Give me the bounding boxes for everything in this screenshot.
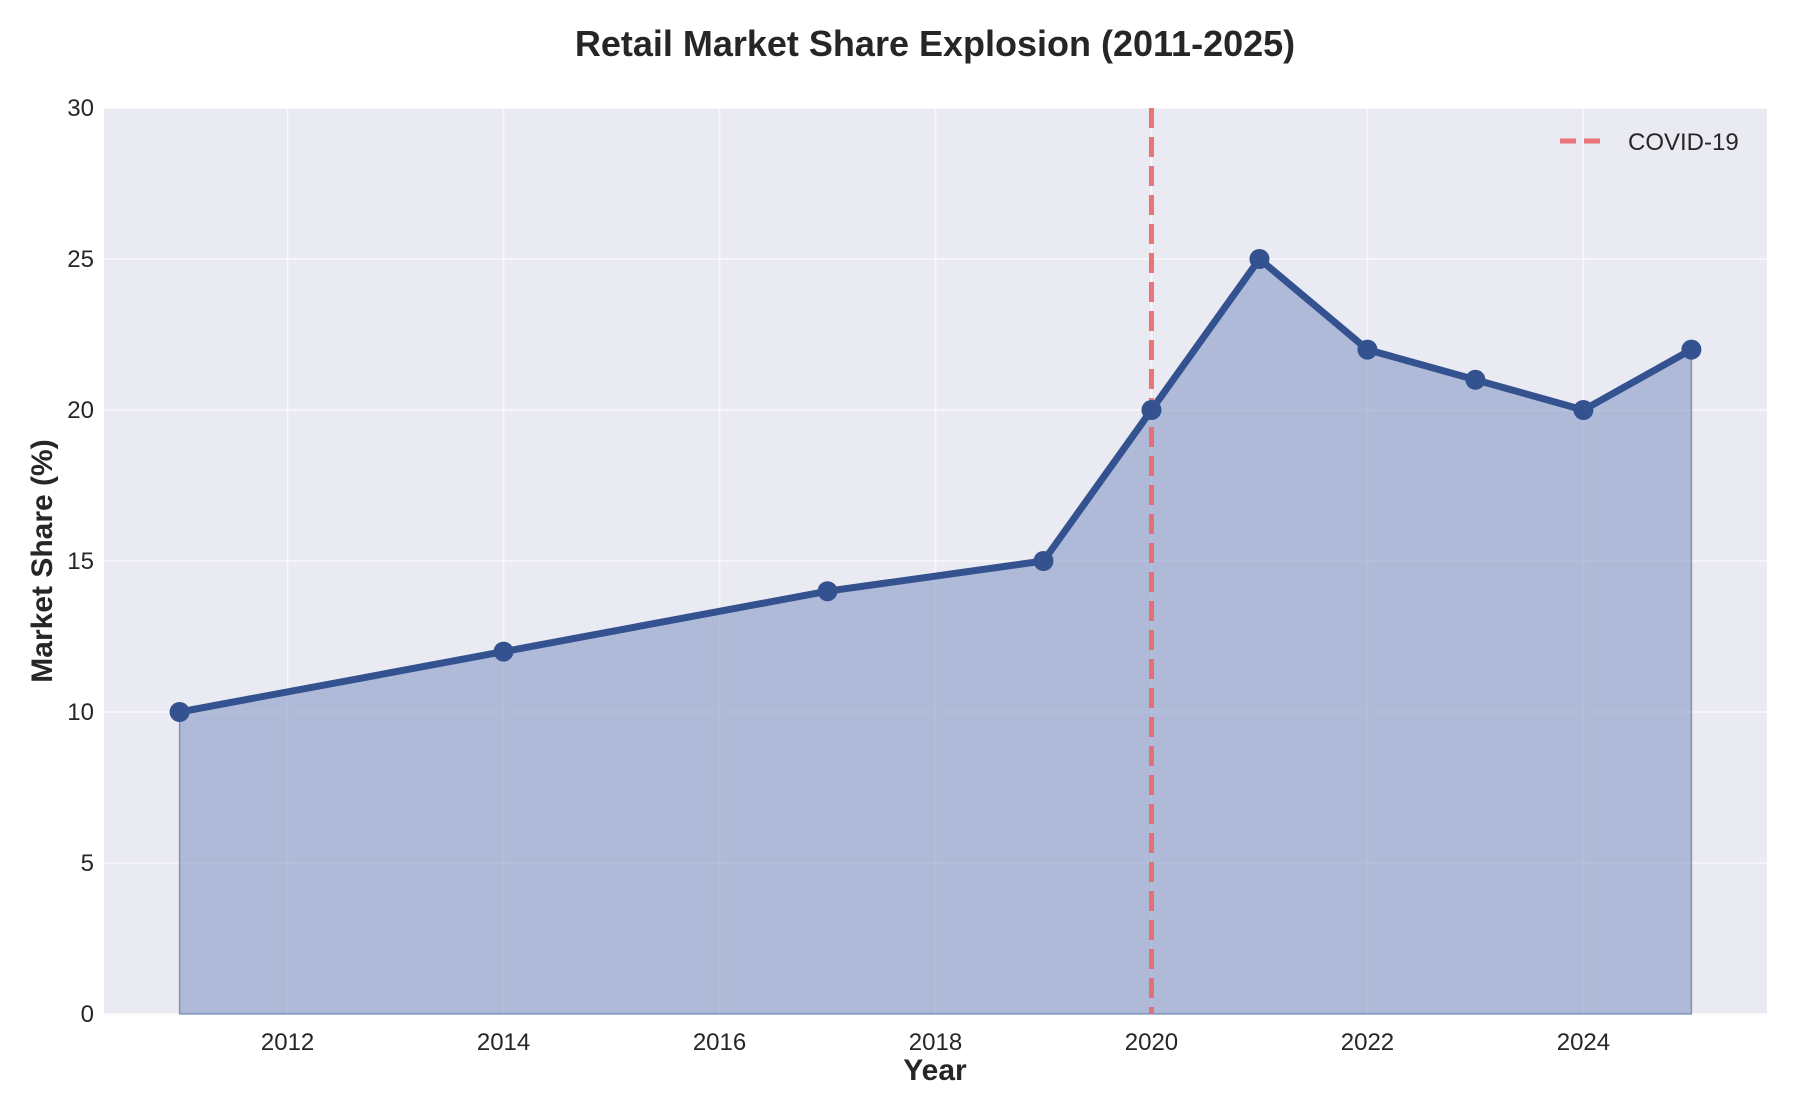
x-tick-label: 2014 [477,1029,530,1056]
x-axis-label: Year [903,1054,967,1087]
x-tick-label: 2022 [1341,1029,1394,1056]
series-layer [169,249,1702,722]
y-tick-label: 25 [67,246,94,273]
series-line [176,255,1695,716]
y-tick-label: 10 [67,699,94,726]
data-point [817,581,838,602]
data-point [1573,400,1594,420]
data-point [169,702,190,722]
x-tick-label: 2018 [909,1029,962,1056]
tick-labels: 0 5 10 15 20 25 30 2012 2014 2016 2018 2020 2022 2024 [67,95,1610,1056]
legend-label: COVID-19 [1628,129,1739,156]
x-tick-label: 2016 [693,1029,746,1056]
chart-title: Retail Market Share Explosion (2011-2025… [575,23,1295,64]
data-point [1141,400,1162,420]
y-tick-label: 20 [67,397,94,424]
data-point [1681,339,1702,360]
data-point [1249,249,1270,269]
data-point [493,641,514,662]
legend: COVID-19 [1560,129,1739,156]
y-tick-label: 30 [67,95,94,122]
x-tick-label: 2012 [261,1029,314,1056]
y-axis-label: Market Share (%) [26,439,59,682]
data-point [1033,551,1054,571]
x-tick-label: 2020 [1125,1029,1178,1056]
y-tick-label: 15 [67,548,94,575]
data-point [1357,339,1378,360]
y-tick-label: 0 [81,1001,94,1028]
data-point [1465,369,1486,390]
x-tick-label: 2024 [1557,1029,1610,1056]
y-tick-label: 5 [81,850,94,877]
